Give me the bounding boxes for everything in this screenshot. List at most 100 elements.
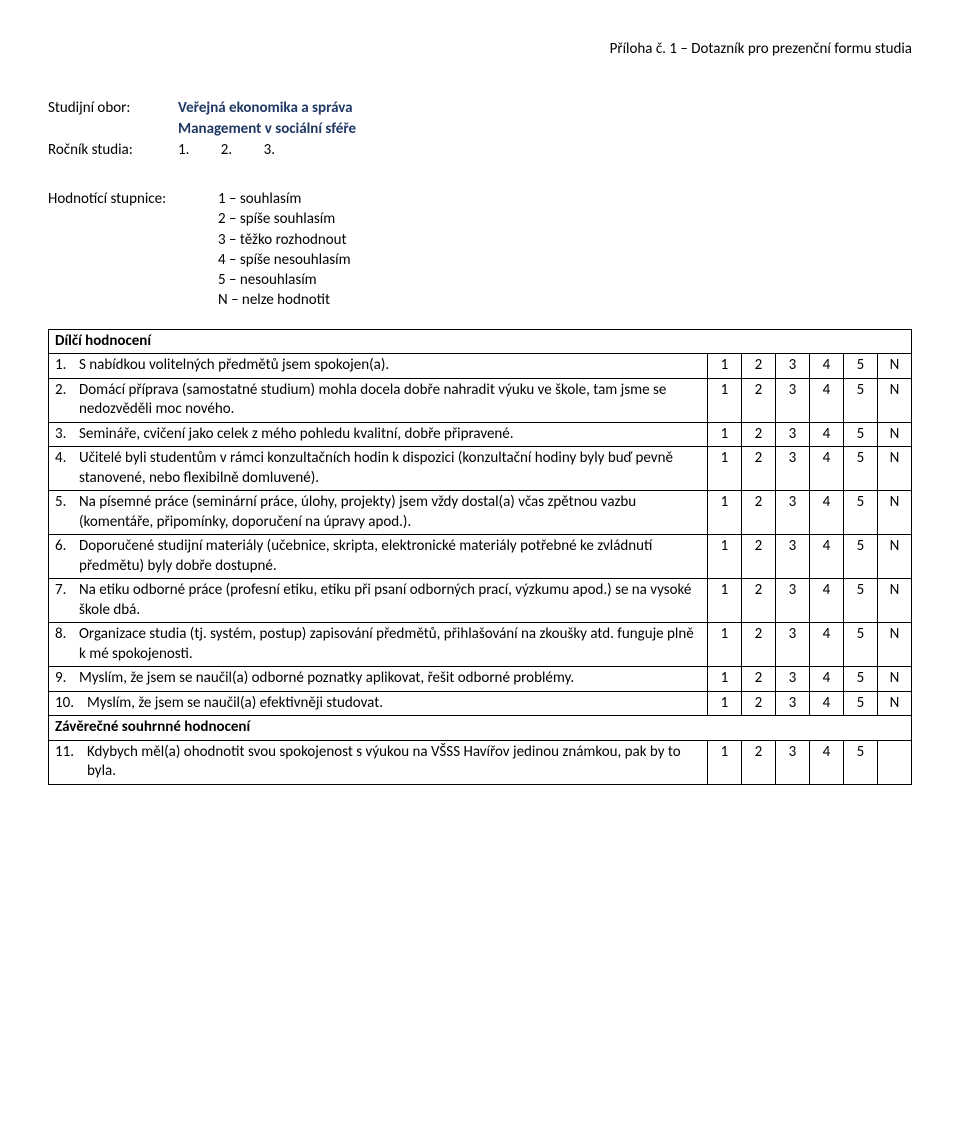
rating-cell[interactable]: 2	[741, 491, 775, 535]
rating-cell[interactable]: 1	[707, 740, 741, 784]
rating-cell[interactable]: 3	[775, 623, 809, 667]
question-number: 9.	[55, 669, 79, 689]
question-cell: 5.Na písemné práce (seminární práce, úlo…	[49, 491, 708, 535]
rating-cell[interactable]: 3	[775, 447, 809, 491]
rating-cell[interactable]: 1	[707, 422, 741, 447]
question-text: Na etiku odborné práce (profesní etiku, …	[79, 581, 701, 620]
question-text: S nabídkou volitelných předmětů jsem spo…	[79, 356, 701, 376]
attachment-header: Příloha č. 1 – Dotazník pro prezenční fo…	[48, 40, 912, 58]
rating-cell[interactable]: 2	[741, 667, 775, 692]
rating-cell[interactable]: N	[877, 422, 911, 447]
scale-item-n: N – nelze hodnotit	[218, 290, 330, 310]
rating-cell[interactable]: 3	[775, 740, 809, 784]
rating-cell[interactable]: N	[877, 491, 911, 535]
rating-cell[interactable]: 1	[707, 354, 741, 379]
rating-cell[interactable]: 2	[741, 422, 775, 447]
question-number: 11.	[55, 743, 87, 782]
rating-cell[interactable]: 3	[775, 667, 809, 692]
rating-cell[interactable]: 4	[809, 691, 843, 716]
year-options: 1. 2. 3.	[178, 140, 303, 161]
rating-cell	[877, 740, 911, 784]
question-text: Organizace studia (tj. systém, postup) z…	[79, 625, 701, 664]
year-1[interactable]: 1.	[178, 140, 189, 161]
rating-cell[interactable]: 2	[741, 740, 775, 784]
question-cell: 7.Na etiku odborné práce (profesní etiku…	[49, 579, 708, 623]
rating-cell[interactable]: 4	[809, 667, 843, 692]
rating-cell[interactable]: N	[877, 623, 911, 667]
rating-cell[interactable]: N	[877, 579, 911, 623]
rating-cell[interactable]: 4	[809, 579, 843, 623]
rating-cell[interactable]: 5	[843, 535, 877, 579]
rating-cell[interactable]: 1	[707, 535, 741, 579]
rating-cell[interactable]: 1	[707, 491, 741, 535]
rating-cell[interactable]: 5	[843, 579, 877, 623]
question-text: Myslím, že jsem se naučil(a) efektivněji…	[87, 694, 701, 714]
rating-cell[interactable]: 2	[741, 378, 775, 422]
year-2[interactable]: 2.	[221, 140, 232, 161]
rating-cell[interactable]: N	[877, 535, 911, 579]
rating-cell[interactable]: 2	[741, 579, 775, 623]
scale-item-5: 5 – nesouhlasím	[218, 270, 317, 290]
rating-cell[interactable]: 5	[843, 422, 877, 447]
rating-cell[interactable]: 1	[707, 667, 741, 692]
rating-cell[interactable]: 2	[741, 623, 775, 667]
rating-cell[interactable]: 5	[843, 447, 877, 491]
rating-cell[interactable]: 1	[707, 691, 741, 716]
question-number: 10.	[55, 694, 87, 714]
rating-cell[interactable]: 2	[741, 535, 775, 579]
rating-cell[interactable]: 3	[775, 422, 809, 447]
rating-cell[interactable]: 4	[809, 378, 843, 422]
question-cell: 6.Doporučené studijní materiály (učebnic…	[49, 535, 708, 579]
question-text: Doporučené studijní materiály (učebnice,…	[79, 537, 701, 576]
study-info: Studijní obor: Veřejná ekonomika a správ…	[48, 98, 912, 161]
question-cell: 4.Učitelé byli studentům v rámci konzult…	[49, 447, 708, 491]
question-text: Semináře, cvičení jako celek z mého pohl…	[79, 425, 701, 445]
rating-cell[interactable]: 3	[775, 354, 809, 379]
rating-cell[interactable]: 4	[809, 535, 843, 579]
scale-item-2: 2 – spíše souhlasím	[218, 209, 335, 229]
question-number: 5.	[55, 493, 79, 532]
rating-cell[interactable]: N	[877, 378, 911, 422]
field-label: Studijní obor:	[48, 98, 178, 119]
rating-cell[interactable]: 4	[809, 354, 843, 379]
question-text: Na písemné práce (seminární práce, úlohy…	[79, 493, 701, 532]
rating-cell[interactable]: 4	[809, 740, 843, 784]
rating-cell[interactable]: 5	[843, 491, 877, 535]
rating-cell[interactable]: 4	[809, 623, 843, 667]
question-cell: 10.Myslím, že jsem se naučil(a) efektivn…	[49, 691, 708, 716]
year-3[interactable]: 3.	[264, 140, 275, 161]
question-cell: 9.Myslím, že jsem se naučil(a) odborné p…	[49, 667, 708, 692]
rating-cell[interactable]: 5	[843, 667, 877, 692]
rating-cell[interactable]: N	[877, 354, 911, 379]
rating-cell[interactable]: 3	[775, 491, 809, 535]
rating-cell[interactable]: 5	[843, 378, 877, 422]
rating-scale: Hodnotící stupnice: 1 – souhlasím 2 – sp…	[48, 189, 912, 311]
question-cell: 2.Domácí příprava (samostatné studium) m…	[49, 378, 708, 422]
rating-cell[interactable]: 5	[843, 623, 877, 667]
questionnaire-table: Dílčí hodnocení1.S nabídkou volitelných …	[48, 329, 912, 785]
rating-cell[interactable]: 2	[741, 354, 775, 379]
scale-item-3: 3 – těžko rozhodnout	[218, 230, 347, 250]
rating-cell[interactable]: 1	[707, 623, 741, 667]
rating-cell[interactable]: 4	[809, 422, 843, 447]
rating-cell[interactable]: N	[877, 691, 911, 716]
rating-cell[interactable]: 2	[741, 691, 775, 716]
rating-cell[interactable]: N	[877, 667, 911, 692]
rating-cell[interactable]: 1	[707, 447, 741, 491]
rating-cell[interactable]: 5	[843, 354, 877, 379]
rating-cell[interactable]: 3	[775, 378, 809, 422]
rating-cell[interactable]: 3	[775, 579, 809, 623]
rating-cell[interactable]: 2	[741, 447, 775, 491]
field-value-2: Management v sociální sféře	[178, 119, 356, 140]
rating-cell[interactable]: N	[877, 447, 911, 491]
rating-cell[interactable]: 5	[843, 740, 877, 784]
question-number: 2.	[55, 381, 79, 420]
rating-cell[interactable]: 4	[809, 447, 843, 491]
rating-cell[interactable]: 4	[809, 491, 843, 535]
rating-cell[interactable]: 3	[775, 535, 809, 579]
rating-cell[interactable]: 3	[775, 691, 809, 716]
rating-cell[interactable]: 5	[843, 691, 877, 716]
rating-cell[interactable]: 1	[707, 378, 741, 422]
rating-cell[interactable]: 1	[707, 579, 741, 623]
scale-item-1: 1 – souhlasím	[218, 189, 301, 209]
